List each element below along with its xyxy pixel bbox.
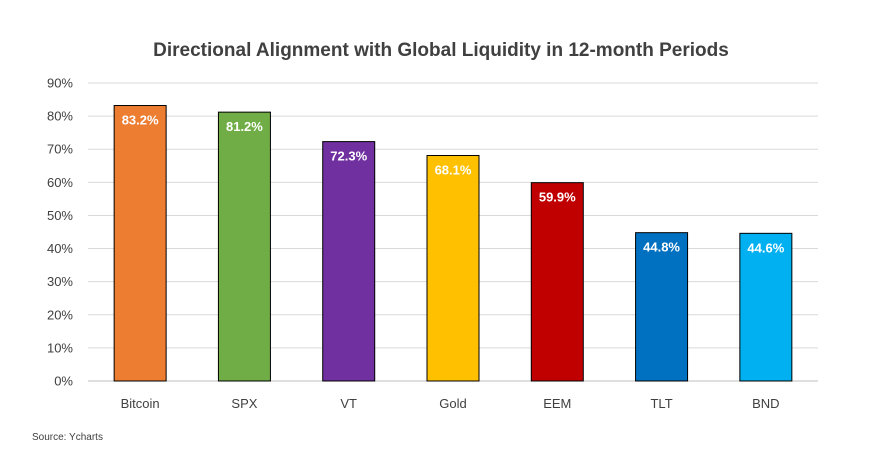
bar-vt <box>322 141 376 382</box>
data-label-gold: 68.1% <box>435 163 472 178</box>
y-tick-label: 30% <box>47 274 73 289</box>
data-label-tlt: 44.8% <box>643 240 680 255</box>
data-label-eem: 59.9% <box>539 190 576 205</box>
x-tick-label: EEM <box>543 396 571 411</box>
x-tick-label: Gold <box>439 396 466 411</box>
data-label-bitcoin: 83.2% <box>122 113 159 128</box>
y-tick-label: 10% <box>47 340 73 355</box>
data-label-spx: 81.2% <box>226 119 263 134</box>
data-label-vt: 72.3% <box>330 149 367 164</box>
x-tick-label: TLT <box>650 396 672 411</box>
y-tick-label: 90% <box>47 76 73 91</box>
y-tick-label: 80% <box>47 109 73 124</box>
x-tick-label: BND <box>752 396 779 411</box>
chart-title: Directional Alignment with Global Liquid… <box>153 40 729 61</box>
y-axis-tick-labels: 0% 10% 20% 30% 40% 50% 60% 70% 80% 90% <box>47 76 73 389</box>
bar-tlt <box>635 232 689 382</box>
data-label-bnd: 44.6% <box>747 240 784 255</box>
x-tick-label: Bitcoin <box>121 396 160 411</box>
y-tick-label: 60% <box>47 175 73 190</box>
y-tick-label: 70% <box>47 142 73 157</box>
bar-spx <box>217 111 271 382</box>
y-tick-label: 0% <box>54 374 73 389</box>
y-tick-label: 40% <box>47 241 73 256</box>
bar-gold <box>426 155 480 382</box>
data-labels: 83.2% 81.2% 72.3% 68.1% 59.9% 44.8% 44.6% <box>122 113 785 256</box>
y-tick-label: 50% <box>47 208 73 223</box>
bar-eem <box>530 182 584 382</box>
source-note: Source: Ycharts <box>32 432 103 443</box>
y-tick-label: 20% <box>47 307 73 322</box>
x-axis-category-labels: Bitcoin SPX VT Gold EEM TLT BND <box>121 396 780 411</box>
bar-bitcoin <box>113 105 167 382</box>
bars <box>113 105 793 382</box>
x-tick-label: VT <box>340 396 357 411</box>
x-tick-label: SPX <box>231 396 257 411</box>
bar-bnd <box>739 232 793 382</box>
